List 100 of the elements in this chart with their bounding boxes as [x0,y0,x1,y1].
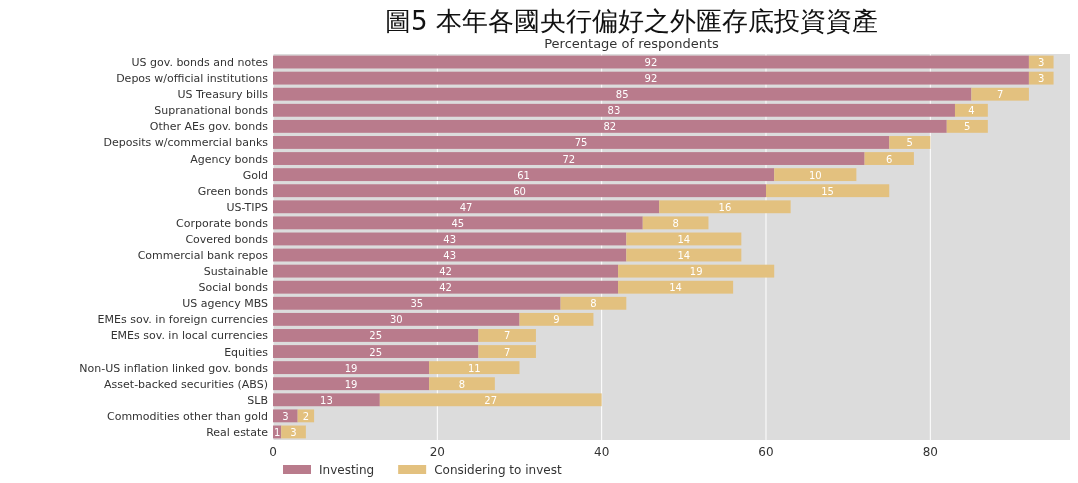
bar [273,329,479,342]
data-label: 7 [503,330,511,342]
bar [889,136,931,149]
chart-subtitle: Percentage of respondents [544,36,720,51]
bar [774,168,857,182]
data-label: 19 [344,362,358,374]
y-tick-label: US Treasury bills [177,88,269,102]
bar [273,103,955,117]
y-tick-label: Real estate [206,425,269,439]
bar [273,168,775,182]
data-label: 13 [320,394,333,406]
data-label: 25 [369,330,383,342]
data-label: 42 [439,266,452,278]
bar [273,361,430,375]
data-label: 60 [513,185,526,197]
data-label: 19 [344,378,358,390]
data-label: 10 [808,169,822,181]
y-tick-label: Corporate bonds [176,216,269,230]
bar [273,184,766,198]
y-tick-label: Deposits w/commercial banks [103,136,269,150]
x-tick-label: 0 [269,445,277,459]
chart-title: 圖5 本年各國央行偏好之外匯存底投資資產 [385,6,878,36]
y-tick-label: Social bonds [198,281,269,295]
bar [273,248,627,262]
data-label: 83 [607,105,621,117]
y-tick-label: US agency MBS [182,297,269,311]
bar [273,264,619,278]
data-label: 47 [459,201,473,213]
bar [273,377,430,391]
y-tick-label: Covered bonds [185,232,269,246]
bar [273,136,890,149]
y-tick-label: US gov. bonds and notes [131,56,269,70]
y-tick-label: Non-US inflation linked gov. bonds [79,361,269,375]
bar [642,216,709,230]
data-label: 1 [273,426,281,438]
bar [946,119,988,133]
data-label: 5 [964,121,971,133]
data-label: 43 [443,250,457,262]
data-label: 2 [302,410,310,422]
data-label: 92 [644,57,658,69]
bar [659,200,791,214]
data-label: 14 [677,250,691,262]
data-label: 7 [503,346,511,358]
data-label: 27 [484,394,498,406]
bar [273,71,1029,85]
data-label: 75 [574,137,588,149]
bar [429,377,495,391]
bar [273,345,479,358]
bar [864,152,914,165]
y-tick-label: Agency bonds [190,152,269,166]
bar [618,264,775,278]
bar [626,248,742,262]
bar [273,296,561,310]
bar [429,361,520,375]
y-tick-label: Other AEs gov. bonds [149,120,269,134]
bar [273,409,298,423]
bar [1028,71,1054,85]
bar [954,103,988,117]
data-label: 5 [906,137,913,149]
bar [765,184,890,198]
data-label: 3 [282,410,289,422]
data-label: 92 [644,73,658,85]
data-label: 4 [968,105,975,117]
data-label: 8 [590,298,597,310]
data-label: 11 [467,362,481,374]
data-label: 42 [439,282,452,294]
data-label: 82 [603,121,617,133]
bar [478,345,536,358]
x-tick-label: 20 [429,445,445,459]
x-tick-label: 60 [758,445,774,459]
data-label: 43 [443,233,457,245]
x-tick-label: 80 [922,445,938,459]
bar [379,393,602,407]
data-label: 8 [458,378,466,390]
bar [273,87,972,101]
data-label: 85 [615,89,629,101]
bar [273,152,865,165]
bar [273,119,947,133]
data-label: 3 [1038,73,1045,85]
y-tick-label: Green bonds [197,184,269,198]
bar [273,55,1029,69]
y-tick-label: SLB [247,393,268,407]
y-tick-label: Commodities other than gold [106,409,268,423]
bar [273,312,520,326]
legend-label: Investing [319,463,375,477]
y-tick-label: EMEs sov. in foreign currencies [97,313,269,327]
bar [273,393,380,407]
data-label: 72 [562,153,576,165]
y-tick-label: Gold [242,168,268,182]
data-label: 7 [996,89,1004,101]
bar [626,232,742,246]
data-label: 35 [410,298,424,310]
bar [618,280,734,294]
bar [273,280,619,294]
data-label: 15 [821,185,834,197]
legend-label: Considering to invest [434,463,562,477]
data-label: 45 [451,217,465,229]
data-label: 14 [669,282,682,294]
data-label: 25 [369,346,383,358]
bar [478,329,536,342]
